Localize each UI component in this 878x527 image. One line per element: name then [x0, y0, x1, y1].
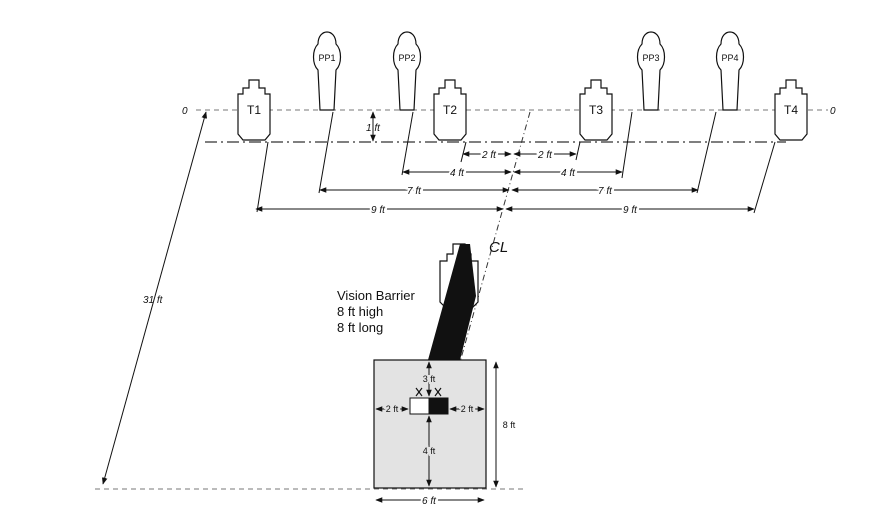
popper-label-pp3: PP3 [642, 53, 659, 63]
vision-barrier-text: Vision Barrier 8 ft high 8 ft long [337, 288, 415, 335]
dim-4ft-box-label: 4 ft [423, 446, 436, 456]
popper-label-pp2: PP2 [398, 53, 415, 63]
vision-barrier-title: Vision Barrier [337, 288, 415, 303]
target-label-t2: T2 [443, 103, 457, 117]
centerline-symbol: CL [489, 239, 508, 256]
vision-barrier-height: 8 ft high [337, 304, 383, 319]
start-x-marks [415, 387, 442, 397]
dim-8ft-box-label: 8 ft [503, 420, 516, 430]
target-label-t3: T3 [589, 103, 603, 117]
zero-label-left: 0 [182, 106, 188, 117]
dim-2ft-box-right-label: 2 ft [461, 404, 474, 414]
popper-pp4: PP4 [715, 31, 745, 111]
dim-7ft-right-label: 7 ft [598, 186, 613, 197]
dim-2ft-left-label: 2 ft [481, 150, 497, 161]
popper-pp2: PP2 [392, 31, 422, 111]
vision-barrier [428, 244, 476, 360]
dim-31ft-label: 31 ft [143, 295, 164, 306]
popper-label-pp4: PP4 [721, 53, 738, 63]
target-t2: T2 [433, 79, 467, 141]
dim-9ft-left-label: 9 ft [371, 205, 386, 216]
start-block-black [428, 397, 449, 415]
dim-2ft-box-left-label: 2 ft [386, 404, 399, 414]
dim-4ft-right-label: 4 ft [561, 168, 576, 179]
popper-pp3: PP3 [636, 31, 666, 111]
target-label-t1: T1 [247, 103, 261, 117]
popper-pp1: PP1 [312, 31, 342, 111]
dim-7ft-left-label: 7 ft [407, 186, 422, 197]
target-label-t4: T4 [784, 103, 798, 117]
centerline-label: CL [489, 239, 508, 256]
dim-4ft-left-label: 4 ft [450, 168, 465, 179]
target-t3: T3 [579, 79, 613, 141]
target-t4: T4 [774, 79, 808, 141]
dim-3ft-label: 3 ft [423, 374, 436, 384]
dim-9ft-right-label: 9 ft [623, 205, 638, 216]
dim-31ft-arrow [101, 111, 208, 485]
start-block-white [409, 397, 430, 415]
zero-label-right: 0 [830, 106, 836, 117]
dim-6ft-box-label: 6 ft [422, 496, 437, 507]
vision-barrier-length: 8 ft long [337, 320, 383, 335]
popper-label-pp1: PP1 [318, 53, 335, 63]
dim-2ft-right-label: 2 ft [537, 150, 553, 161]
dim-one-ft-label: 1 ft [366, 123, 381, 134]
target-t1: T1 [237, 79, 271, 141]
